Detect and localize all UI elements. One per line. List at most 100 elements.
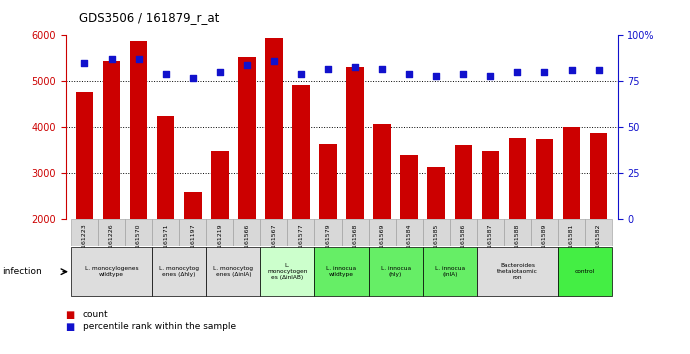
Point <box>457 71 469 77</box>
Text: ■: ■ <box>66 322 75 332</box>
Point <box>268 58 279 64</box>
Bar <box>482 151 499 219</box>
Text: GSM161589: GSM161589 <box>542 223 547 261</box>
Bar <box>400 155 418 219</box>
Bar <box>260 247 315 296</box>
Bar <box>206 247 260 296</box>
Bar <box>590 133 607 219</box>
Bar <box>346 67 364 219</box>
Point <box>106 57 117 62</box>
Bar <box>238 57 255 219</box>
Text: GSM161587: GSM161587 <box>488 223 493 261</box>
Bar <box>423 247 477 296</box>
Text: GSM161223: GSM161223 <box>82 223 87 261</box>
Text: GSM161566: GSM161566 <box>244 223 249 261</box>
Bar <box>76 92 93 219</box>
Text: ■: ■ <box>66 310 75 320</box>
Bar <box>450 219 477 246</box>
Bar <box>477 219 504 246</box>
Bar <box>179 219 206 246</box>
Bar <box>260 219 288 246</box>
Bar <box>373 124 391 219</box>
Bar <box>509 138 526 219</box>
Text: GSM161584: GSM161584 <box>406 223 412 261</box>
Point <box>322 66 333 72</box>
Point <box>485 73 496 79</box>
Text: GSM161568: GSM161568 <box>353 223 357 261</box>
Point <box>404 71 415 77</box>
Text: L. innocua
(inlA): L. innocua (inlA) <box>435 266 465 277</box>
Text: GSM161577: GSM161577 <box>299 223 304 261</box>
Point <box>431 73 442 79</box>
Bar <box>585 219 612 246</box>
Bar <box>455 145 472 219</box>
Bar <box>292 85 310 219</box>
Bar <box>233 219 260 246</box>
Text: control: control <box>575 269 595 274</box>
Text: count: count <box>83 310 108 319</box>
Point <box>377 66 388 72</box>
Text: GSM161571: GSM161571 <box>163 223 168 261</box>
Bar <box>563 126 580 219</box>
Point <box>295 71 306 77</box>
Bar <box>477 247 558 296</box>
Bar <box>531 219 558 246</box>
Text: GSM161586: GSM161586 <box>461 223 466 261</box>
Point <box>566 68 577 73</box>
Bar <box>184 192 201 219</box>
Bar <box>71 247 152 296</box>
Bar <box>395 219 423 246</box>
Point <box>512 69 523 75</box>
Bar <box>211 152 228 219</box>
Point <box>187 75 198 81</box>
Bar <box>315 219 342 246</box>
Text: Bacteroides
thetaiotaomic
ron: Bacteroides thetaiotaomic ron <box>497 263 538 280</box>
Text: GSM161585: GSM161585 <box>434 223 439 261</box>
Bar <box>288 219 315 246</box>
Bar <box>319 143 337 219</box>
Text: GSM161226: GSM161226 <box>109 223 114 261</box>
Bar <box>152 247 206 296</box>
Text: L. monocylogenes
wildtype: L. monocylogenes wildtype <box>85 266 139 277</box>
Text: GSM161582: GSM161582 <box>596 223 601 261</box>
Text: GSM161197: GSM161197 <box>190 223 195 261</box>
Bar <box>428 166 445 219</box>
Point <box>215 69 226 75</box>
Text: GDS3506 / 161879_r_at: GDS3506 / 161879_r_at <box>79 11 219 24</box>
Text: L. innocua
(hly): L. innocua (hly) <box>381 266 411 277</box>
Bar <box>504 219 531 246</box>
Bar <box>125 219 152 246</box>
Text: GSM161219: GSM161219 <box>217 223 222 261</box>
Text: GSM161567: GSM161567 <box>271 223 277 261</box>
Bar <box>265 38 283 219</box>
Point <box>241 62 253 68</box>
Text: GSM161588: GSM161588 <box>515 223 520 261</box>
Text: L. monocytog
enes (ΔinlA): L. monocytog enes (ΔinlA) <box>213 266 253 277</box>
Bar <box>423 219 450 246</box>
Text: GSM161570: GSM161570 <box>136 223 141 261</box>
Text: GSM161581: GSM161581 <box>569 223 574 261</box>
Point <box>160 71 171 77</box>
Text: infection: infection <box>2 267 42 276</box>
Bar <box>558 219 585 246</box>
Text: L. monocytog
enes (Δhly): L. monocytog enes (Δhly) <box>159 266 199 277</box>
Bar <box>206 219 233 246</box>
Bar <box>103 61 120 219</box>
Point <box>350 64 361 69</box>
Point <box>79 60 90 66</box>
Text: L. innocua
wildtype: L. innocua wildtype <box>326 266 357 277</box>
Text: percentile rank within the sample: percentile rank within the sample <box>83 322 236 331</box>
Bar <box>558 247 612 296</box>
Bar <box>315 247 368 296</box>
Bar <box>98 219 125 246</box>
Text: GSM161579: GSM161579 <box>326 223 331 261</box>
Text: L.
monocytogen
es (ΔinlAB): L. monocytogen es (ΔinlAB) <box>267 263 308 280</box>
Bar <box>368 219 395 246</box>
Point <box>539 69 550 75</box>
Bar <box>157 116 175 219</box>
Bar <box>152 219 179 246</box>
Point <box>593 68 604 73</box>
Bar <box>535 139 553 219</box>
Bar <box>368 247 423 296</box>
Point <box>133 57 144 62</box>
